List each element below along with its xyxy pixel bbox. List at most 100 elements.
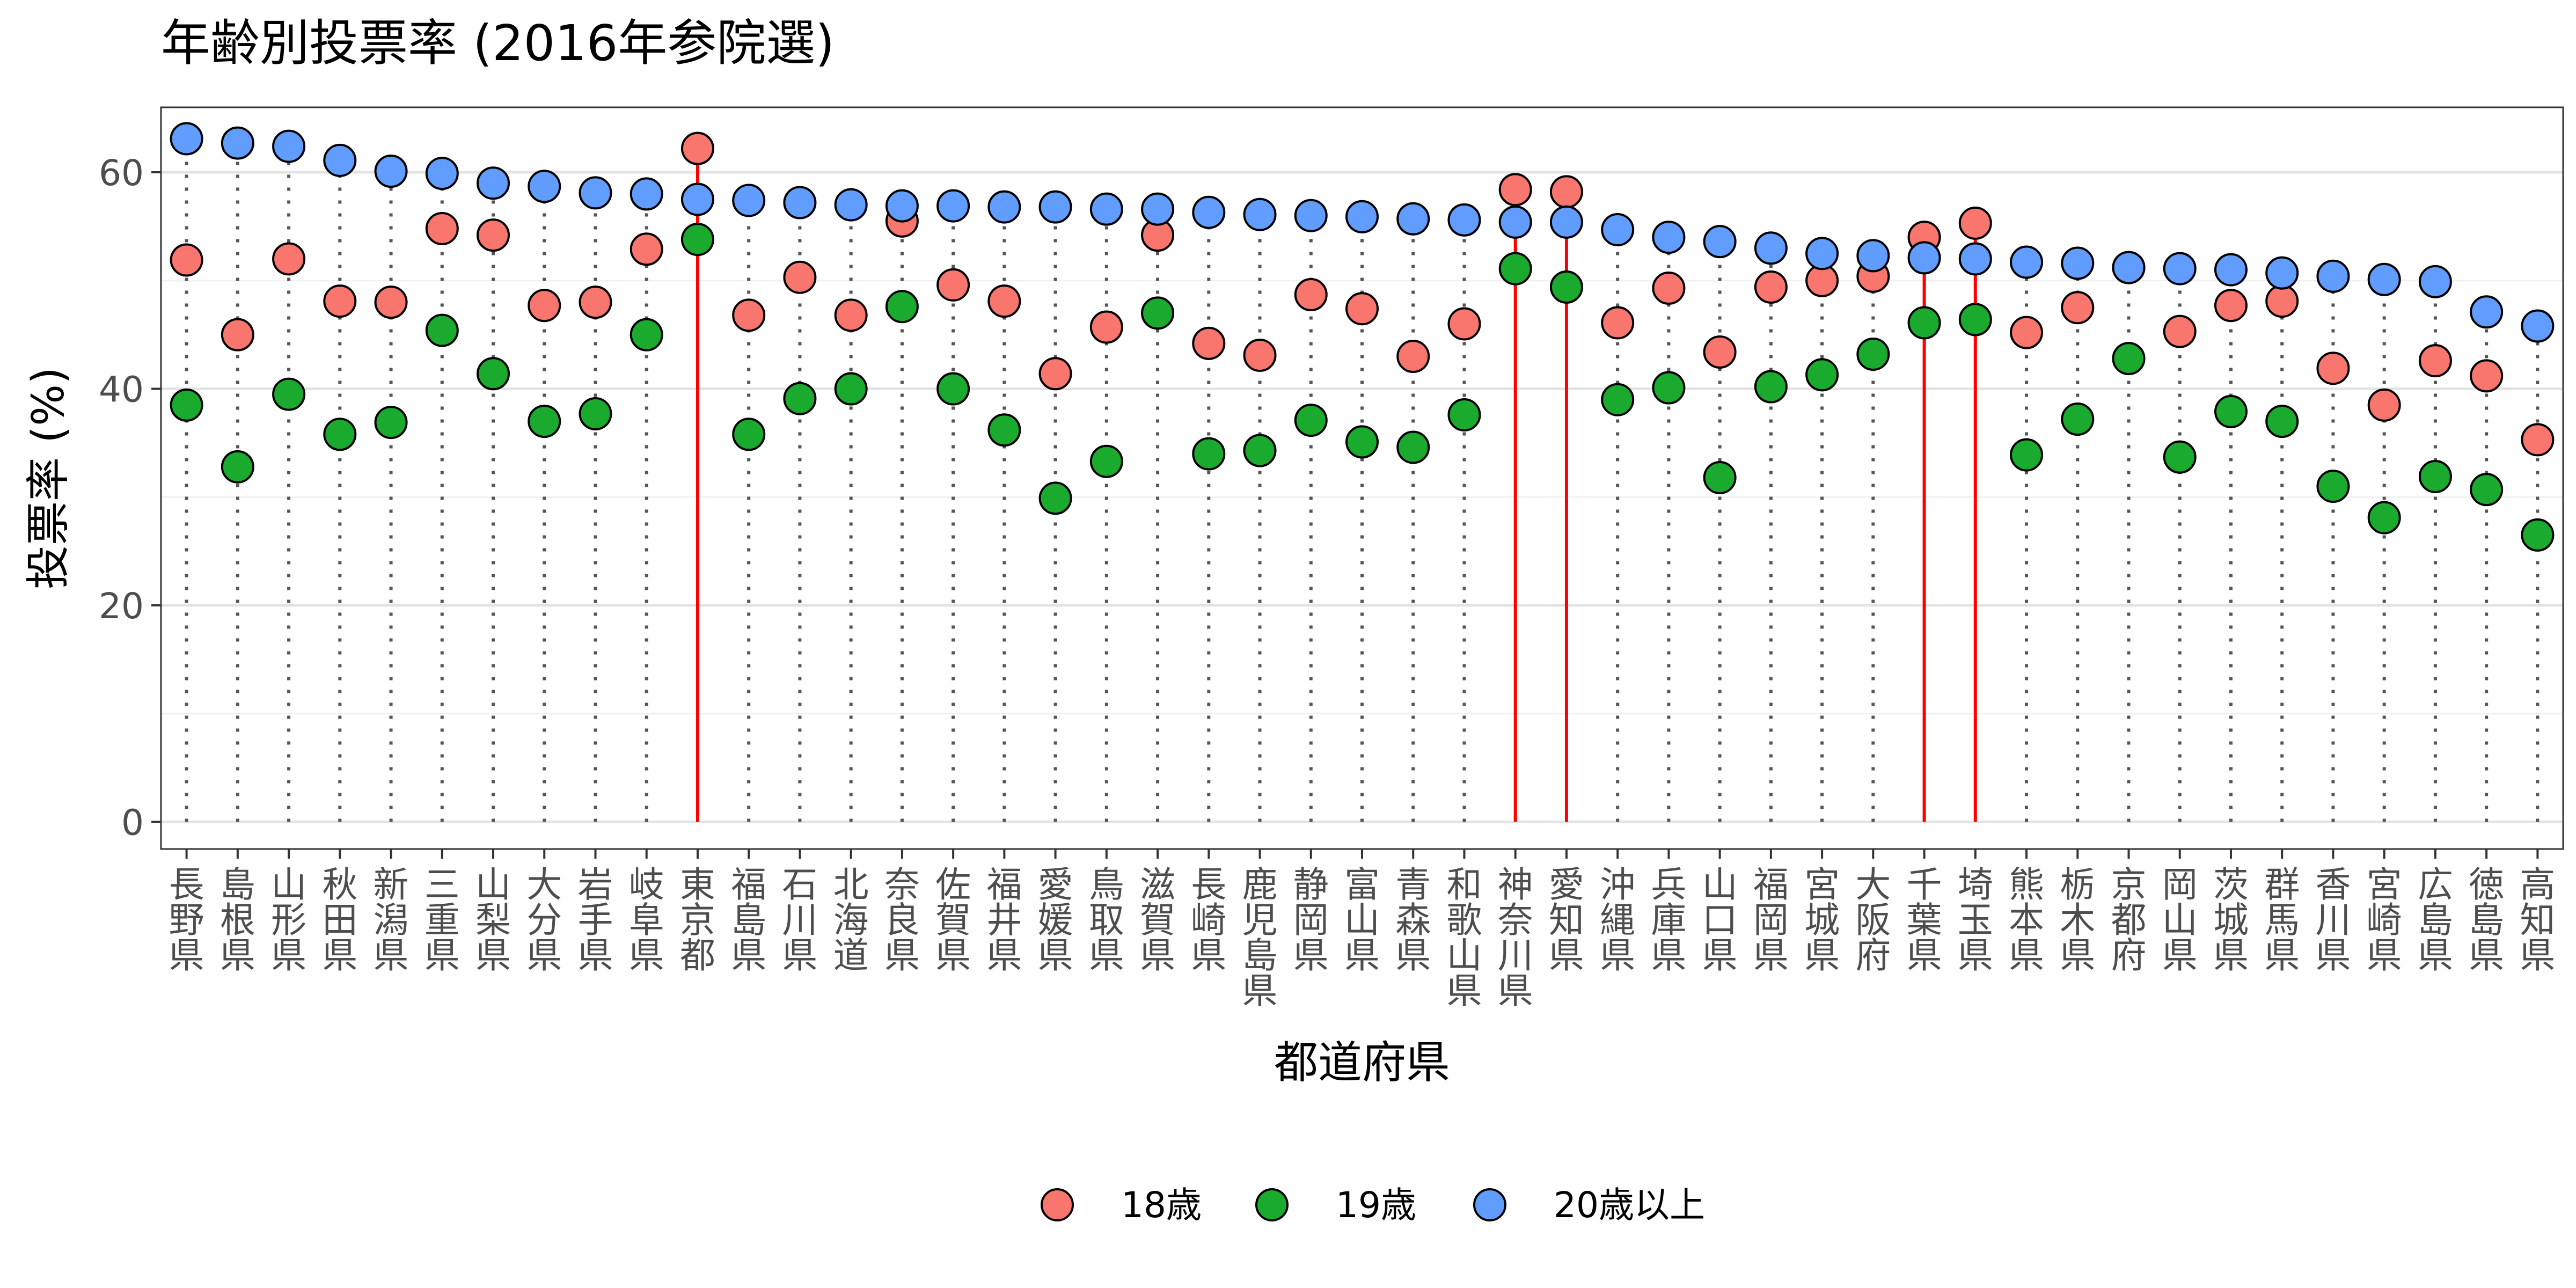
y-tick-label: 40: [99, 369, 144, 411]
data-point: [1447, 398, 1481, 431]
x-tick-label: 北海道: [833, 864, 869, 976]
data-point: [1856, 337, 1890, 371]
data-point: [2010, 316, 2044, 349]
data-point: [1703, 335, 1737, 369]
data-point: [2265, 256, 2299, 290]
data-point: [2214, 253, 2248, 287]
data-point: [1601, 213, 1635, 246]
data-point: [680, 182, 714, 216]
y-tick-label: 60: [99, 152, 144, 194]
data-point: [1754, 231, 1788, 265]
data-point: [783, 260, 817, 294]
data-point: [1345, 292, 1379, 326]
data-point: [1141, 192, 1175, 226]
legend-entry: 19歳: [1255, 1184, 1416, 1226]
data-point: [2418, 265, 2452, 298]
data-point: [680, 131, 714, 165]
data-point: [1754, 270, 1788, 304]
data-point: [1192, 326, 1226, 360]
legend-label: 19歳: [1336, 1184, 1416, 1226]
legend: 18歳 19歳 20歳以上: [1041, 1184, 1705, 1226]
data-point: [374, 406, 408, 440]
data-point: [1498, 252, 1532, 286]
x-tick-label: 宮崎県: [2367, 864, 2402, 976]
data-point: [1549, 175, 1583, 209]
data-point: [1549, 205, 1583, 239]
x-tick-label: 大分県: [526, 864, 562, 976]
x-tick-label: 千葉県: [1907, 864, 1942, 976]
data-point: [1652, 371, 1686, 405]
x-tick-label: 長野県: [169, 864, 204, 976]
data-point: [2214, 394, 2248, 428]
legend-key: [1473, 1188, 1506, 1221]
x-tick-label: 東京都: [680, 864, 715, 976]
data-point: [477, 218, 510, 252]
data-point: [374, 286, 408, 319]
data-point: [1958, 242, 1992, 276]
x-tick-label: 茨城県: [2213, 864, 2249, 976]
data-point: [1549, 270, 1583, 304]
x-tick-label: 京都府: [2111, 864, 2147, 976]
data-point: [1805, 358, 1839, 392]
x-tick-label: 岡山県: [2162, 864, 2198, 976]
data-point: [987, 190, 1021, 224]
data-point: [1958, 206, 1992, 240]
y-tick-label: 20: [99, 586, 144, 627]
data-point: [579, 397, 612, 430]
y-tick-label: 0: [121, 802, 144, 844]
x-tick-label: 熊本県: [2009, 864, 2044, 976]
legend-entry: 20歳以上: [1473, 1184, 1705, 1226]
x-tick-label: 高知県: [2520, 864, 2555, 976]
x-tick-label: 群馬県: [2264, 864, 2300, 976]
data-point: [2163, 314, 2197, 348]
data-point: [1856, 239, 1890, 273]
data-point: [1396, 430, 1430, 464]
x-tick-label: 岩手県: [577, 864, 613, 976]
x-tick-label: 栃木県: [2060, 864, 2095, 976]
data-point: [1192, 195, 1226, 229]
data-point: [323, 284, 357, 318]
data-point: [936, 268, 970, 302]
data-point: [1907, 241, 1941, 275]
legend-key: [1041, 1188, 1074, 1221]
data-point: [477, 357, 510, 391]
x-tick-label: 沖縄県: [1600, 864, 1635, 976]
data-point: [272, 129, 306, 163]
data-point: [272, 242, 306, 276]
data-point: [1652, 271, 1686, 305]
data-point: [2418, 344, 2452, 378]
data-point: [2367, 388, 2401, 422]
data-point: [936, 372, 970, 406]
x-tick-label: 鳥取県: [1089, 864, 1124, 976]
data-point: [2061, 402, 2095, 436]
data-point: [528, 405, 561, 438]
x-tick-label: 埼玉県: [1958, 864, 1993, 976]
data-point: [579, 286, 612, 319]
data-point: [987, 413, 1021, 447]
x-tick-label: 徳島県: [2469, 864, 2504, 976]
data-point: [1089, 444, 1123, 478]
x-tick-label: 石川県: [782, 864, 817, 976]
data-point: [1192, 437, 1226, 471]
x-tick-label: 福岡県: [1753, 864, 1789, 976]
data-point: [885, 290, 919, 324]
data-point: [680, 223, 714, 257]
data-point: [2521, 518, 2555, 552]
x-tick-label: 山梨県: [475, 864, 511, 976]
data-point: [1498, 173, 1532, 207]
data-point: [170, 243, 203, 277]
data-point: [2418, 459, 2452, 493]
x-tick-label: 佐賀県: [935, 864, 971, 976]
x-tick-label: 青森県: [1395, 864, 1431, 976]
data-point: [1038, 190, 1072, 224]
x-tick-label: 福井県: [986, 864, 1022, 976]
data-point: [1601, 306, 1635, 340]
x-tick-label: 兵庫県: [1651, 864, 1686, 976]
data-point: [1447, 203, 1481, 237]
chart-title: 年齢別投票率 (2016年参院選): [161, 14, 835, 72]
x-axis-title: 都道府県: [1274, 1037, 1450, 1088]
data-point: [2521, 309, 2555, 343]
x-tick-label: 奈良県: [884, 864, 920, 976]
data-point: [2010, 245, 2044, 279]
x-tick-label: 滋賀県: [1140, 864, 1175, 976]
